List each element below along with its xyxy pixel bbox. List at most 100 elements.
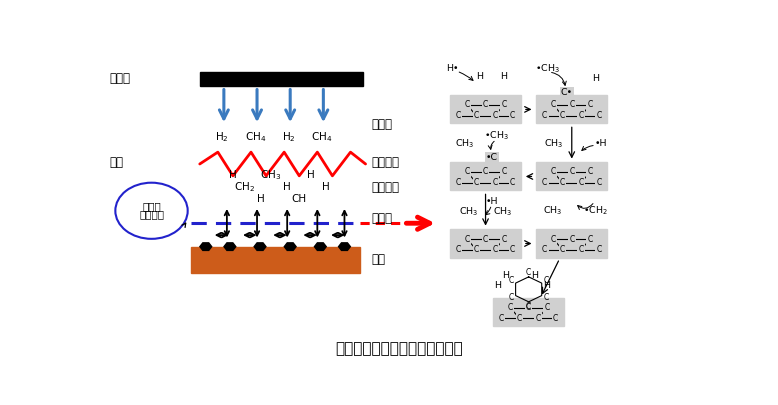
Text: C: C — [542, 111, 548, 120]
Text: 激发装置: 激发装置 — [372, 156, 400, 169]
Text: C: C — [526, 303, 531, 312]
Text: C: C — [517, 314, 522, 323]
Text: H: H — [503, 271, 510, 280]
Text: H: H — [476, 72, 483, 81]
Text: 进气口: 进气口 — [109, 72, 130, 85]
Polygon shape — [224, 243, 236, 250]
Bar — [450, 162, 521, 190]
Text: CH$_2$: CH$_2$ — [234, 181, 255, 194]
Text: C: C — [544, 293, 549, 302]
Text: C: C — [483, 168, 488, 177]
Text: CH$_3$: CH$_3$ — [459, 205, 478, 217]
Text: CH$_3$: CH$_3$ — [544, 137, 563, 150]
Text: C: C — [510, 178, 515, 187]
Text: •CH$_2$: •CH$_2$ — [584, 205, 608, 217]
Text: C•: C• — [561, 88, 573, 97]
Text: CH$_3$: CH$_3$ — [260, 168, 281, 182]
Text: C: C — [526, 268, 531, 277]
Polygon shape — [200, 243, 212, 250]
Text: C: C — [456, 245, 461, 254]
Bar — [450, 96, 521, 124]
Text: H: H — [531, 271, 538, 280]
Text: C: C — [456, 111, 461, 120]
Text: C: C — [560, 245, 565, 254]
Text: C: C — [587, 234, 593, 243]
Text: 反应物: 反应物 — [372, 117, 393, 130]
Text: •H: •H — [594, 139, 607, 148]
Text: CH$_4$: CH$_4$ — [311, 130, 332, 144]
Text: H: H — [283, 182, 291, 192]
Text: H: H — [258, 194, 265, 204]
Text: C: C — [502, 234, 506, 243]
Polygon shape — [314, 243, 326, 250]
Text: C: C — [474, 111, 479, 120]
Text: C: C — [544, 277, 549, 286]
Text: C: C — [510, 245, 515, 254]
Bar — [536, 230, 608, 258]
Text: C: C — [464, 168, 470, 177]
Text: C: C — [553, 314, 559, 323]
Bar — [450, 230, 521, 258]
Text: C: C — [542, 178, 548, 187]
Text: C: C — [560, 111, 565, 120]
Text: C: C — [596, 178, 601, 187]
Text: CH: CH — [292, 194, 307, 204]
Text: H: H — [494, 281, 501, 290]
Bar — [536, 162, 608, 190]
Text: 化学气相沉积金刚石薄膜原理图: 化学气相沉积金刚石薄膜原理图 — [335, 341, 463, 356]
Text: 扩散层: 扩散层 — [372, 212, 393, 225]
Text: H: H — [323, 182, 330, 192]
Text: C: C — [587, 100, 593, 109]
Text: C: C — [596, 245, 601, 254]
Text: C: C — [492, 111, 497, 120]
Text: CH$_3$: CH$_3$ — [492, 205, 512, 217]
Text: C: C — [508, 277, 513, 286]
Text: C: C — [474, 178, 479, 187]
Text: CH$_4$: CH$_4$ — [244, 130, 266, 144]
Text: CH$_3$: CH$_3$ — [543, 205, 562, 217]
Text: H$_2$: H$_2$ — [216, 130, 229, 144]
Text: C: C — [578, 245, 584, 254]
Text: C: C — [560, 178, 565, 187]
Polygon shape — [284, 243, 296, 250]
Text: C: C — [569, 234, 574, 243]
Text: •CH$_3$: •CH$_3$ — [484, 130, 509, 142]
Text: C: C — [578, 178, 584, 187]
Text: C: C — [551, 234, 556, 243]
Bar — [191, 247, 359, 273]
Text: C: C — [551, 100, 556, 109]
Text: C: C — [492, 245, 497, 254]
Text: C: C — [483, 100, 488, 109]
Text: 扩散及: 扩散及 — [142, 201, 161, 211]
Text: C: C — [578, 111, 584, 120]
Polygon shape — [254, 243, 266, 250]
Text: C: C — [508, 293, 513, 302]
Text: H: H — [543, 281, 550, 290]
Text: CH$_3$: CH$_3$ — [454, 137, 475, 150]
Text: C: C — [507, 303, 513, 312]
Text: C: C — [499, 314, 504, 323]
Text: C: C — [502, 100, 506, 109]
Text: •H: •H — [485, 197, 498, 206]
Text: H: H — [592, 74, 599, 83]
Text: H: H — [500, 72, 507, 81]
Text: C: C — [535, 314, 541, 323]
Text: C: C — [510, 111, 515, 120]
Text: C: C — [545, 303, 550, 312]
Bar — [536, 96, 608, 124]
Text: H: H — [229, 170, 237, 180]
Text: C: C — [502, 168, 506, 177]
Text: C: C — [456, 178, 461, 187]
Text: 活性物质: 活性物质 — [372, 181, 400, 194]
Text: C: C — [464, 234, 470, 243]
Bar — [493, 298, 564, 326]
Text: 热丝: 热丝 — [109, 156, 123, 169]
Text: •C: •C — [485, 153, 498, 162]
Text: H: H — [307, 170, 315, 180]
Text: C: C — [587, 168, 593, 177]
Text: C: C — [569, 168, 574, 177]
Text: 化学反应: 化学反应 — [139, 209, 164, 220]
Text: C: C — [526, 302, 531, 311]
Text: C: C — [492, 178, 497, 187]
Polygon shape — [338, 243, 350, 250]
